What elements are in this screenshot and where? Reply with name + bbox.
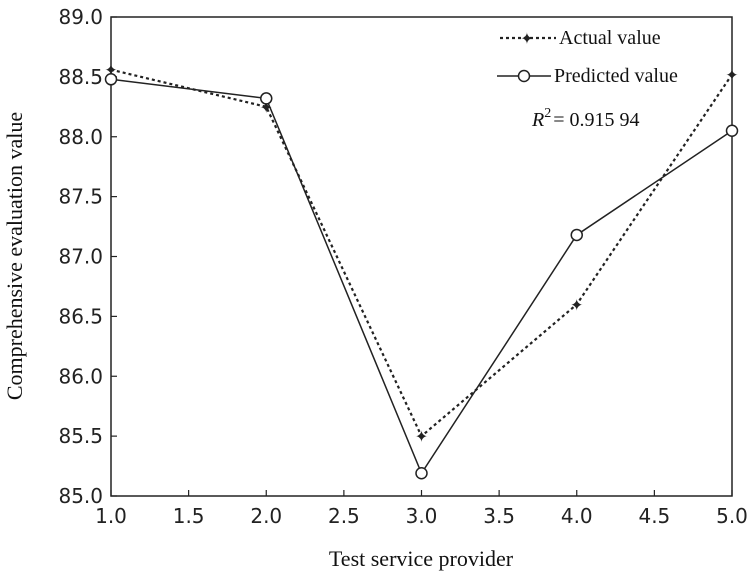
legend-label-predicted: Predicted value	[554, 65, 678, 87]
x-tick-label: 1.0	[95, 504, 127, 528]
data-point-predicted	[415, 466, 428, 480]
y-tick-label: 88.5	[58, 65, 103, 89]
data-point-actual: ✦	[415, 429, 428, 446]
series-line-actual	[110, 68, 733, 438]
y-tick-label: 85.0	[58, 484, 103, 508]
r-squared-value: = 0.915 94	[553, 109, 639, 131]
legend-label-actual: Actual value	[559, 27, 661, 49]
r-squared-variable: R	[531, 109, 544, 131]
legend-marker-predicted	[517, 69, 531, 83]
r-squared-superscript: 2	[544, 106, 551, 121]
y-tick-label: 86.5	[58, 304, 103, 328]
data-point-predicted	[725, 124, 739, 138]
legend-marker-actual: ✦	[520, 31, 533, 48]
x-tick-label: 2.0	[250, 504, 282, 528]
data-point-predicted	[570, 228, 583, 242]
data-point-predicted	[104, 73, 118, 86]
plot-frame	[110, 16, 733, 497]
data-point-actual: ✦	[570, 297, 583, 314]
x-tick-label: 4.0	[561, 504, 593, 528]
x-axis-title: Test service provider	[329, 546, 514, 571]
x-tick-label: 4.5	[638, 504, 670, 528]
series-line-predicted	[110, 78, 733, 475]
x-axis: 1.0 1.5 2.0 2.5 3.0 3.5 4.0 4.5 5.0	[95, 490, 748, 528]
y-axis: 85.0 85.5 86.0 86.5 87.0 87.5 88.0 88.5 89.0	[58, 5, 117, 508]
y-tick-label: 87.5	[58, 185, 103, 209]
legend: ✦ Actual value Predicted value	[497, 27, 678, 87]
data-point-actual: ✦	[260, 100, 273, 117]
y-tick-label: 88.0	[58, 125, 103, 149]
x-tick-label: 3.0	[406, 504, 438, 528]
y-tick-label: 85.5	[58, 424, 103, 448]
x-tick-label: 3.5	[483, 504, 515, 528]
x-tick-label: 1.5	[173, 504, 205, 528]
data-point-predicted	[260, 92, 273, 105]
y-axis-title: Comprehensive evaluation value	[2, 112, 27, 400]
y-tick-label: 87.0	[58, 245, 103, 269]
y-tick-label: 86.0	[58, 364, 103, 388]
x-tick-label: 2.5	[328, 504, 360, 528]
data-point-actual: ✦	[725, 67, 738, 84]
r-squared-annotation: R2 = 0.915 94	[531, 106, 640, 131]
y-tick-label: 89.0	[58, 5, 103, 29]
series-layer: ✦✦✦✦✦	[104, 63, 739, 480]
x-tick-label: 5.0	[716, 504, 748, 528]
